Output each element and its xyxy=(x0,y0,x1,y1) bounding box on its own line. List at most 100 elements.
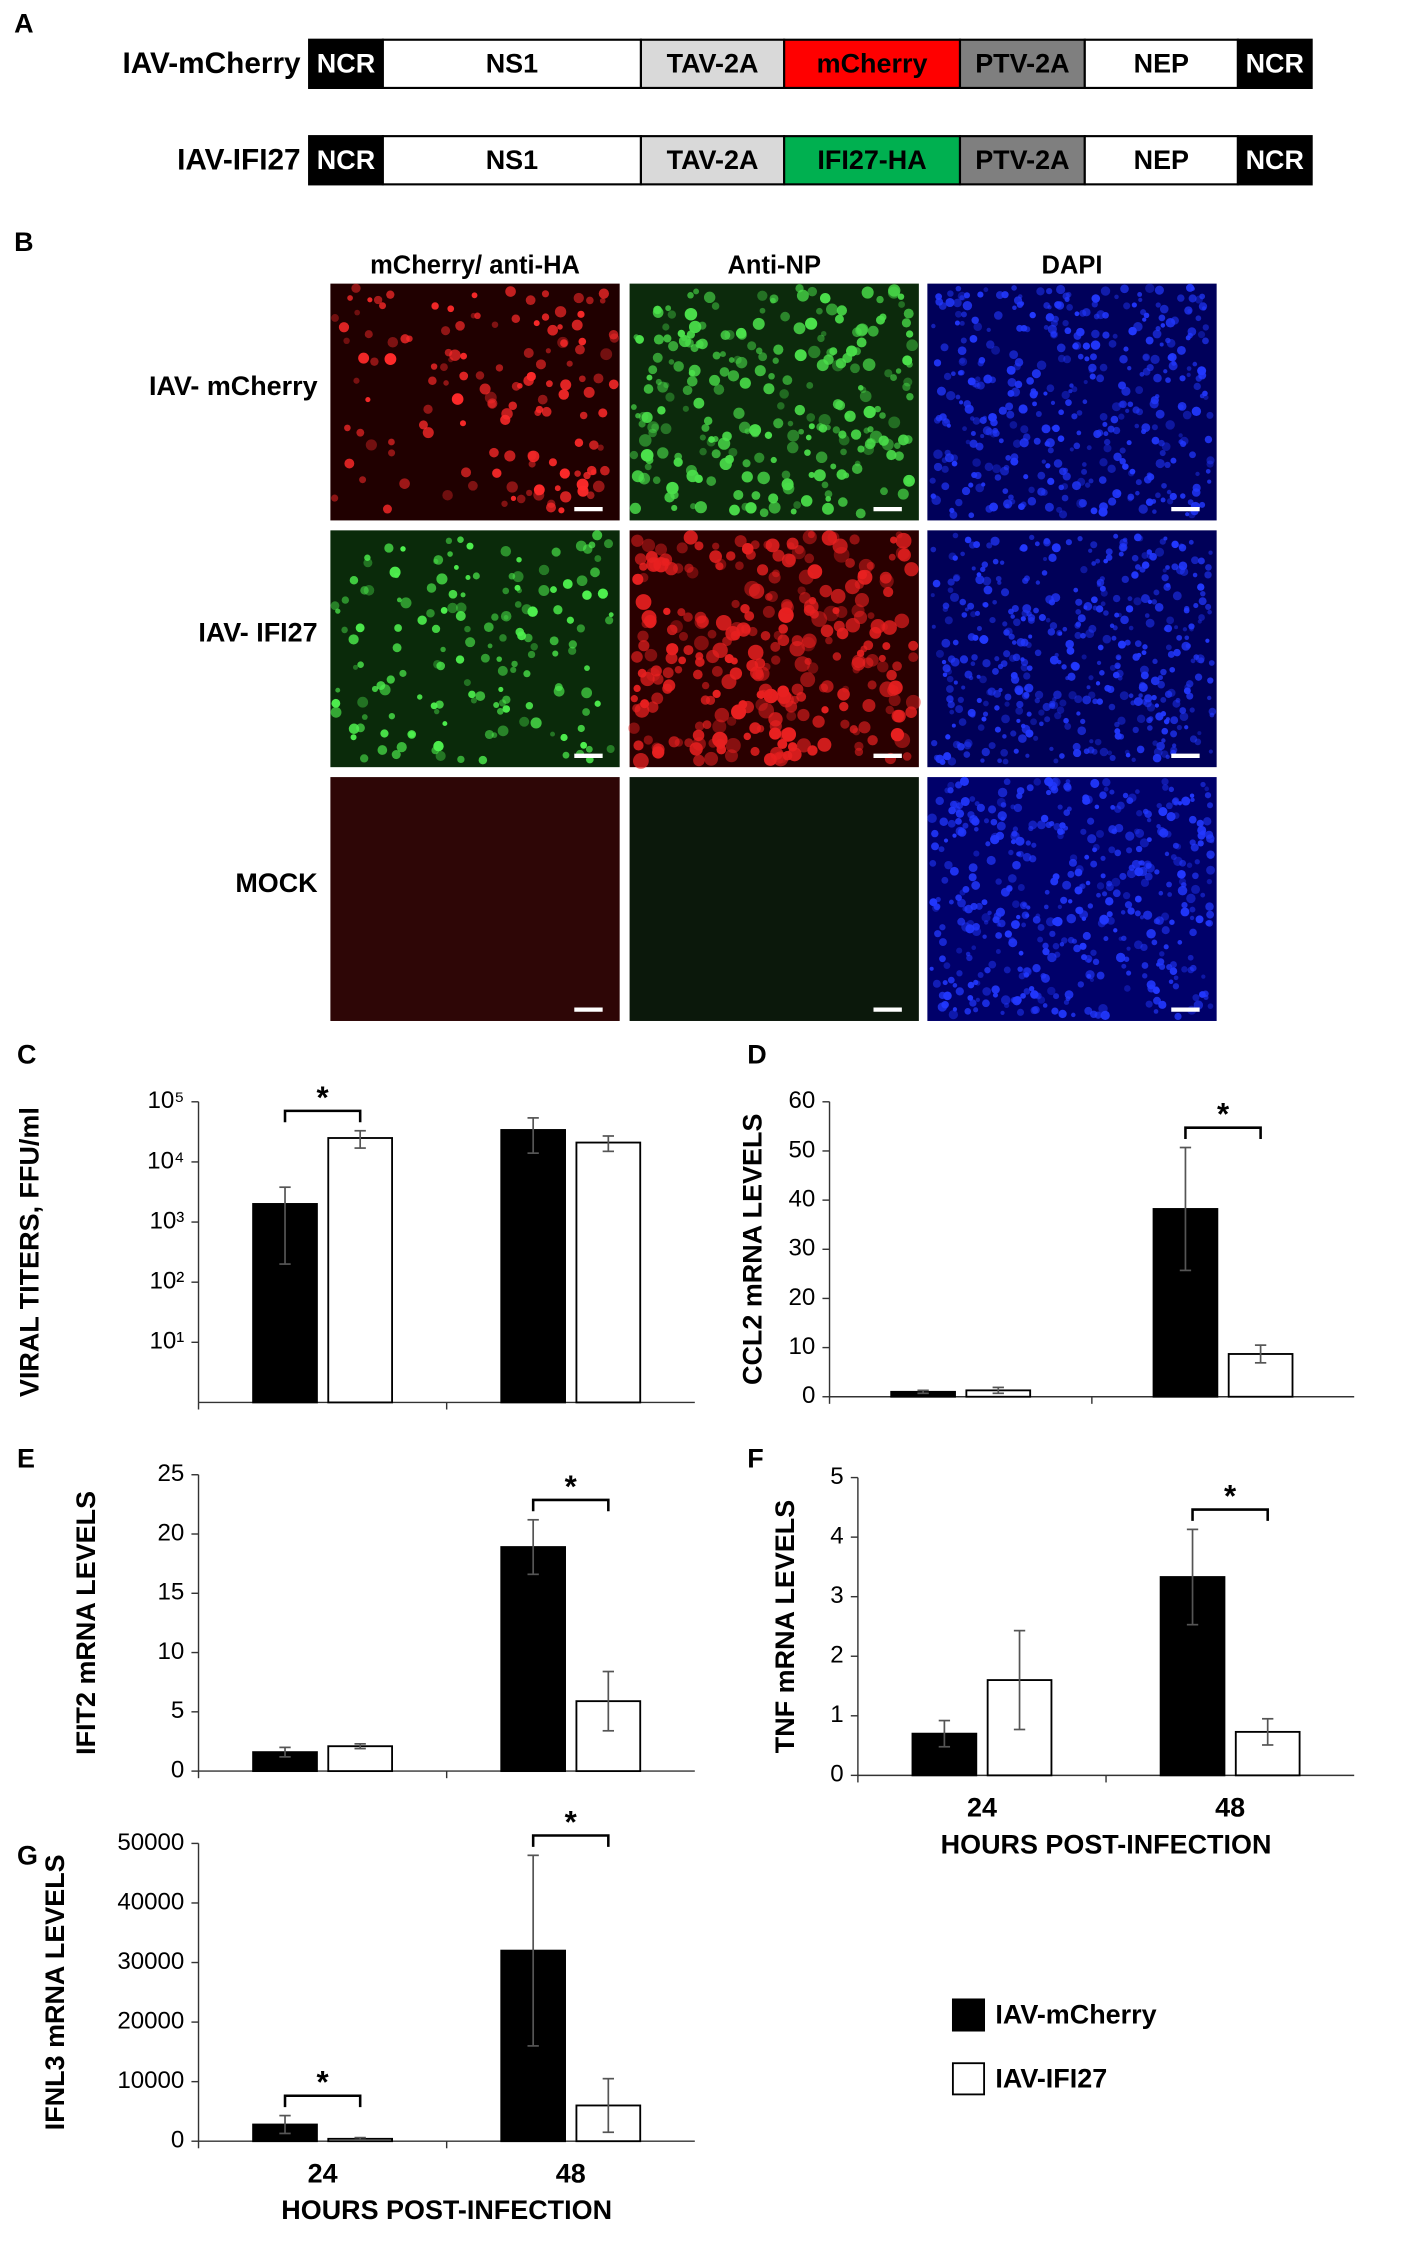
error-bar xyxy=(992,1386,1004,1395)
cell xyxy=(1059,942,1065,947)
cell xyxy=(1016,787,1025,795)
cell xyxy=(1119,458,1126,465)
cell xyxy=(1045,617,1051,623)
cell xyxy=(1082,342,1091,350)
cell xyxy=(1115,669,1124,678)
cell xyxy=(361,714,368,720)
cell xyxy=(957,696,964,703)
error-bar xyxy=(354,2136,366,2141)
cell xyxy=(973,322,983,332)
cell xyxy=(1161,574,1169,582)
cell xyxy=(794,404,806,416)
cell xyxy=(1051,785,1057,791)
cell xyxy=(1094,738,1102,746)
cell xyxy=(630,695,638,703)
cell xyxy=(1117,716,1126,725)
cell xyxy=(988,742,996,750)
cell xyxy=(1128,326,1137,336)
cell xyxy=(417,615,427,625)
cell xyxy=(1045,313,1055,322)
cell xyxy=(1161,482,1167,489)
error-bar xyxy=(527,1518,539,1576)
cell xyxy=(974,610,980,616)
cell xyxy=(1134,423,1140,429)
cell xyxy=(787,429,800,442)
cell xyxy=(1124,639,1131,646)
cell xyxy=(442,489,453,501)
cell xyxy=(1030,990,1039,999)
cell xyxy=(964,404,974,414)
cell xyxy=(657,447,669,459)
cell xyxy=(1202,337,1209,345)
cell xyxy=(1051,1007,1059,1015)
cell xyxy=(759,307,766,314)
cell xyxy=(1151,694,1157,701)
cell xyxy=(786,537,799,550)
cell xyxy=(952,983,958,988)
cell xyxy=(1127,495,1133,502)
cell xyxy=(751,491,761,500)
construct-segment xyxy=(308,38,384,89)
cell xyxy=(1150,354,1160,364)
cell xyxy=(515,627,525,637)
cell xyxy=(433,708,440,715)
cell xyxy=(605,616,614,625)
micrograph xyxy=(629,283,919,521)
cell xyxy=(905,706,917,719)
cell xyxy=(577,724,585,733)
cell xyxy=(820,624,834,638)
y-tick-label: 25 xyxy=(158,1460,185,1487)
cell xyxy=(983,920,989,925)
cell xyxy=(933,449,943,459)
cell xyxy=(1111,402,1121,412)
cell xyxy=(1013,618,1021,627)
cell xyxy=(678,631,688,641)
cell xyxy=(1114,823,1124,833)
cell xyxy=(1043,325,1049,330)
cell xyxy=(1189,793,1195,798)
cell xyxy=(935,298,944,306)
cell xyxy=(683,645,694,656)
cell xyxy=(1083,605,1088,610)
cell xyxy=(1161,778,1169,786)
cell xyxy=(1036,287,1045,296)
cell xyxy=(634,553,647,565)
cell xyxy=(1166,811,1176,822)
cell xyxy=(635,412,641,419)
cell xyxy=(1042,702,1051,712)
cell xyxy=(1037,996,1046,1004)
cell xyxy=(527,450,540,463)
cell xyxy=(1092,843,1100,851)
cell xyxy=(669,620,683,634)
cell xyxy=(1071,386,1078,393)
cell xyxy=(388,438,395,446)
cell xyxy=(655,543,668,556)
cell xyxy=(1100,601,1106,607)
cell xyxy=(957,828,967,837)
cell xyxy=(1077,614,1086,623)
legend-label: IAV-IFI27 xyxy=(995,2063,1107,2093)
significance-bracket xyxy=(1184,1126,1262,1140)
construct-segment xyxy=(308,135,384,186)
cell xyxy=(1127,401,1134,408)
cell xyxy=(1190,797,1195,803)
cell xyxy=(1011,285,1017,291)
cell xyxy=(1045,821,1053,829)
cell xyxy=(417,694,423,700)
cell xyxy=(1164,830,1172,838)
cell xyxy=(1143,910,1153,920)
cell xyxy=(1053,758,1059,764)
cell xyxy=(640,448,654,462)
cell xyxy=(879,412,886,419)
cell xyxy=(941,482,950,491)
cell xyxy=(1055,301,1065,310)
cell xyxy=(764,431,773,439)
cell xyxy=(735,356,748,369)
cell xyxy=(688,364,701,377)
cell xyxy=(954,320,960,326)
cell xyxy=(1016,914,1021,920)
cell xyxy=(967,995,974,1001)
cell xyxy=(1060,896,1068,904)
cell xyxy=(1008,938,1018,948)
cell xyxy=(1123,346,1129,352)
